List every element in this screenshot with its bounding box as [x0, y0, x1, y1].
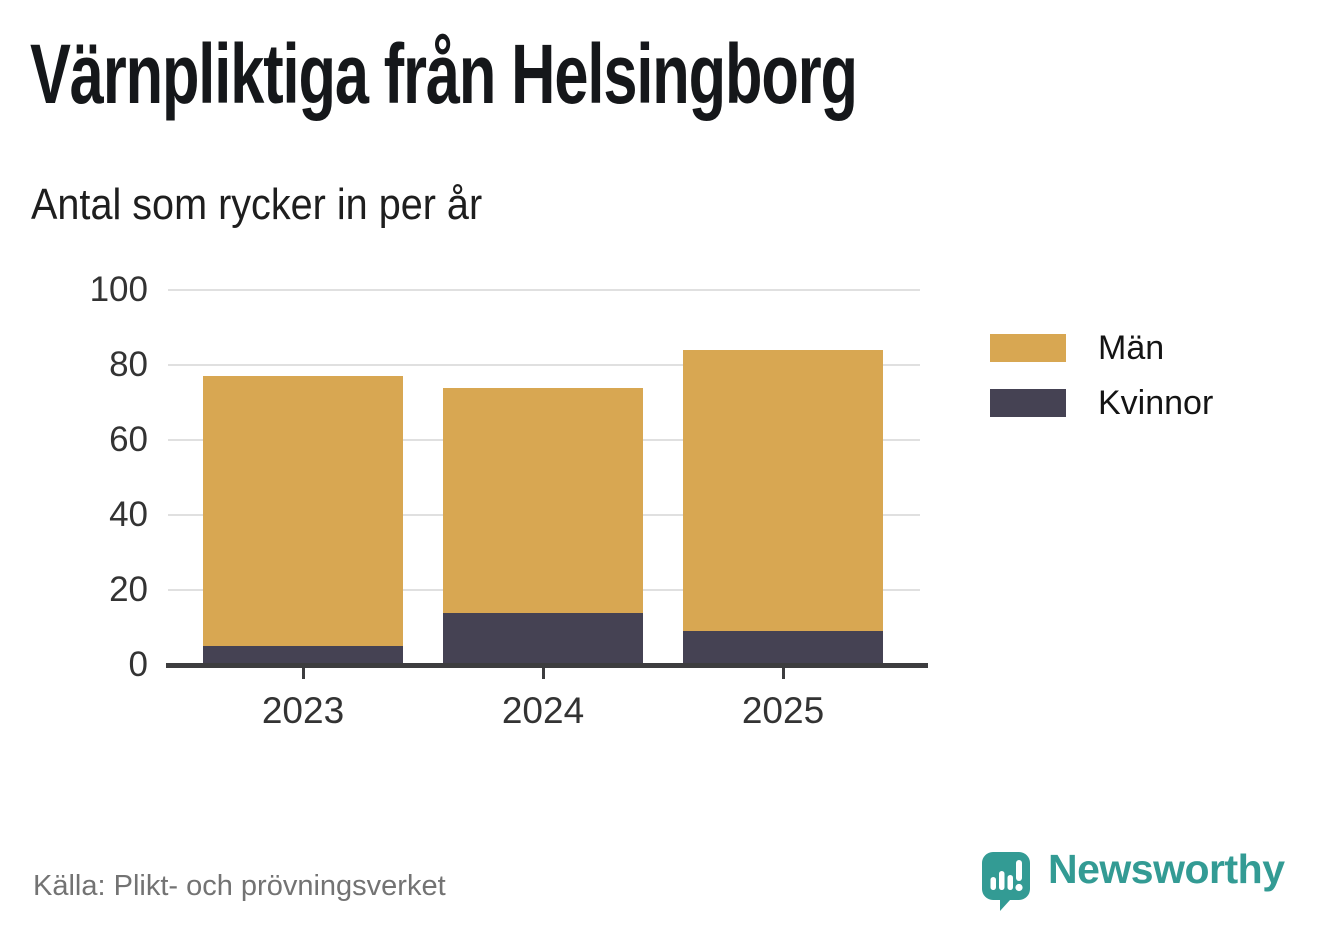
chart-title: Värnpliktiga från Helsingborg	[30, 27, 858, 121]
x-axis-tick	[781, 668, 785, 679]
grid-line	[168, 289, 920, 291]
legend-item-women: Kvinnor	[990, 386, 1213, 420]
x-axis-label-2025: 2025	[741, 690, 825, 731]
y-axis-tick-label: 20	[109, 570, 148, 609]
legend-item-men: Män	[990, 331, 1164, 365]
y-axis-tick-label: 60	[109, 420, 148, 459]
bar-2025-women	[683, 631, 883, 665]
source-caption: Källa: Plikt- och prövningsverket	[33, 870, 446, 902]
bar-2024-women	[443, 612, 643, 665]
legend-swatch-women	[990, 389, 1066, 417]
x-axis-tick	[541, 668, 545, 679]
grid-line	[168, 364, 920, 366]
legend-swatch-men	[990, 334, 1066, 362]
x-axis-tick	[301, 668, 305, 679]
x-axis-line	[166, 663, 928, 668]
y-axis-tick-label: 100	[89, 270, 148, 309]
bar-chart-speech-bubble-icon	[982, 852, 1030, 911]
legend: Män Kvinnor	[990, 331, 1320, 451]
legend-label-men: Män	[1098, 329, 1165, 367]
x-axis-label-2023: 2023	[261, 690, 345, 731]
newsworthy-wordmark: Newsworthy	[1048, 846, 1285, 892]
legend-label-women: Kvinnor	[1098, 384, 1214, 422]
x-axis-label-2024: 2024	[501, 690, 585, 731]
chart-subtitle: Antal som rycker in per år	[31, 180, 483, 229]
y-axis-tick-label: 0	[128, 645, 148, 684]
bar-2024-men	[443, 387, 643, 613]
y-axis-tick-label: 40	[109, 495, 148, 534]
y-axis-tick-label: 80	[109, 345, 148, 384]
bar-2025-men	[683, 350, 883, 632]
bar-2023-women	[203, 646, 403, 665]
bar-2023-men	[203, 376, 403, 647]
